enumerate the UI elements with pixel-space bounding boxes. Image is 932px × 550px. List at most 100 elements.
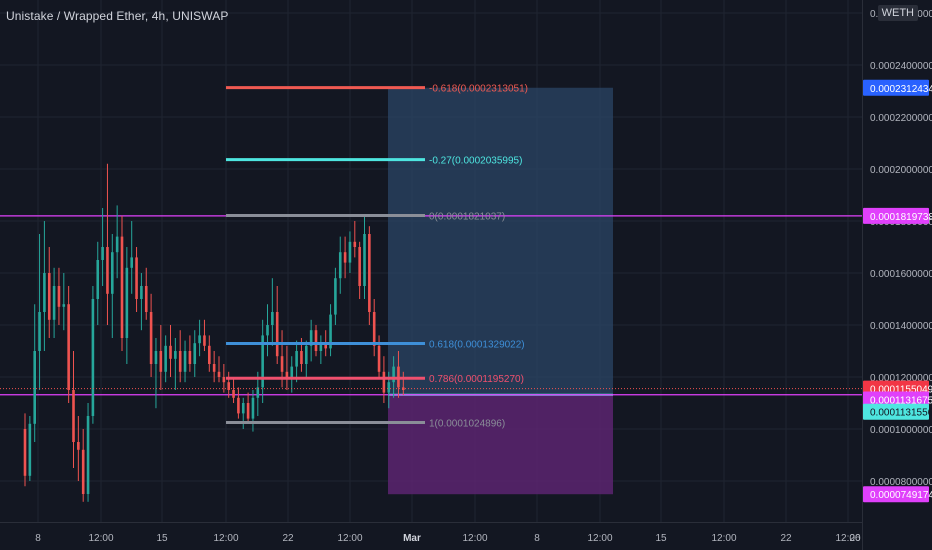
candle-body bbox=[198, 335, 201, 344]
time-axis-label: 12:00 bbox=[711, 533, 736, 544]
time-axis-label: 8 bbox=[35, 533, 41, 544]
candle-body bbox=[149, 312, 153, 364]
candle-body bbox=[154, 351, 158, 364]
fib-level-label: 0.618(0.0001329022) bbox=[429, 339, 525, 350]
candle-body bbox=[38, 312, 41, 351]
candle-body bbox=[217, 371, 221, 377]
candle-body bbox=[183, 351, 187, 372]
time-axis-label: 12:00 bbox=[462, 533, 487, 544]
candle-body bbox=[402, 387, 405, 390]
candle-body bbox=[363, 234, 366, 286]
candle-body bbox=[91, 299, 95, 416]
target-price-tag bbox=[863, 79, 929, 96]
candle-body bbox=[101, 247, 104, 260]
price-axis-label: 0.0000800000 bbox=[870, 477, 932, 488]
candle-body bbox=[86, 416, 90, 494]
candle-body bbox=[358, 247, 361, 286]
candle-body bbox=[28, 423, 32, 476]
fib-level-label: -0.618(0.0002313051) bbox=[429, 84, 528, 95]
candle-body bbox=[334, 278, 337, 315]
target-price-label: 0.0002312434 bbox=[870, 84, 932, 95]
time-axis-label: 22 bbox=[282, 533, 294, 544]
candle-body bbox=[329, 314, 332, 349]
candle-body bbox=[203, 335, 206, 346]
fib-level-label: 0.786(0.0001195270) bbox=[429, 374, 524, 385]
currency-badge[interactable]: WETH bbox=[877, 5, 918, 21]
current-price-label: 0.0001155049 bbox=[870, 385, 932, 396]
candle-body bbox=[246, 403, 250, 419]
candle-body bbox=[382, 371, 386, 393]
time-axis-label: 15 bbox=[156, 533, 168, 544]
candle-body bbox=[125, 267, 129, 338]
candle-body bbox=[130, 257, 133, 268]
candle-body bbox=[81, 449, 85, 494]
candle-body bbox=[368, 234, 371, 312]
entry-price-tag bbox=[863, 403, 929, 420]
time-axis-label: 12:00 bbox=[337, 533, 362, 544]
candle-body bbox=[266, 325, 269, 336]
candle-body bbox=[343, 252, 347, 263]
candle-body bbox=[241, 403, 245, 414]
entry-price-label: 0.0001131556 bbox=[870, 408, 932, 419]
time-axis-label: Mar bbox=[403, 533, 421, 544]
candle-body bbox=[392, 366, 395, 383]
stop-loss-zone[interactable] bbox=[388, 394, 613, 495]
candle-body bbox=[227, 382, 230, 390]
candle-body bbox=[251, 397, 255, 419]
candle-body bbox=[212, 364, 216, 372]
candle-body bbox=[319, 343, 323, 351]
candle-body bbox=[222, 377, 226, 383]
symbol-title[interactable]: Unistake / Wrapped Ether, 4h, UNISWAP bbox=[6, 9, 229, 23]
candle-body bbox=[237, 397, 240, 414]
fib-level-label: 1(0.0001024896) bbox=[429, 419, 505, 430]
stop-price-label: 0.0000749174 bbox=[870, 490, 932, 501]
fib-level-label: -0.27(0.0002035995) bbox=[429, 156, 522, 167]
candle-body bbox=[77, 442, 80, 450]
price-axis-label: 0.0002000000 bbox=[870, 165, 932, 176]
candle-body bbox=[115, 236, 119, 253]
price-axis-label: 0.0001000000 bbox=[870, 425, 932, 436]
candle-body bbox=[295, 351, 298, 367]
stop-price-tag bbox=[863, 486, 929, 503]
candle-body bbox=[208, 345, 211, 364]
candle-body bbox=[377, 345, 381, 372]
price-axis-label: 0.0002200000 bbox=[870, 113, 932, 124]
time-axis-label: 12:00 bbox=[835, 533, 860, 544]
candle-body bbox=[164, 345, 167, 372]
time-axis-label: 12:00 bbox=[587, 533, 612, 544]
candle-body bbox=[62, 304, 66, 307]
candle-body bbox=[275, 312, 279, 357]
candle-body bbox=[280, 356, 284, 372]
candle-body bbox=[43, 273, 46, 312]
candle-body bbox=[57, 286, 61, 307]
candle-body bbox=[33, 351, 36, 424]
candle-body bbox=[169, 345, 172, 359]
candle-body bbox=[314, 330, 318, 351]
candle-body bbox=[285, 371, 289, 377]
candle-body bbox=[188, 351, 192, 364]
support-price-tag bbox=[863, 391, 929, 408]
support-price-label: 0.0001131675 bbox=[870, 395, 932, 406]
time-axis-label: 15 bbox=[655, 533, 667, 544]
candle-body bbox=[309, 330, 313, 346]
candle-body bbox=[23, 429, 27, 476]
candle-body bbox=[120, 236, 124, 338]
candle-body bbox=[140, 286, 143, 299]
price-axis-label: 0.0001200000 bbox=[870, 373, 932, 384]
candle-body bbox=[52, 286, 56, 320]
profit-target-zone[interactable] bbox=[388, 87, 613, 395]
candle-body bbox=[111, 252, 114, 294]
candle-body bbox=[72, 390, 75, 442]
candle-body bbox=[159, 351, 163, 372]
candle-body bbox=[290, 366, 294, 377]
candle-body bbox=[261, 335, 264, 388]
candle-body bbox=[338, 252, 342, 279]
time-axis-label: 26 bbox=[849, 533, 861, 544]
resistance-price-label: 0.0001819738 bbox=[870, 212, 932, 223]
candle-body bbox=[300, 351, 303, 364]
resistance-price-tag bbox=[863, 207, 929, 224]
candle-body bbox=[178, 351, 182, 372]
candle-body bbox=[67, 304, 70, 390]
candle-body bbox=[135, 257, 138, 299]
